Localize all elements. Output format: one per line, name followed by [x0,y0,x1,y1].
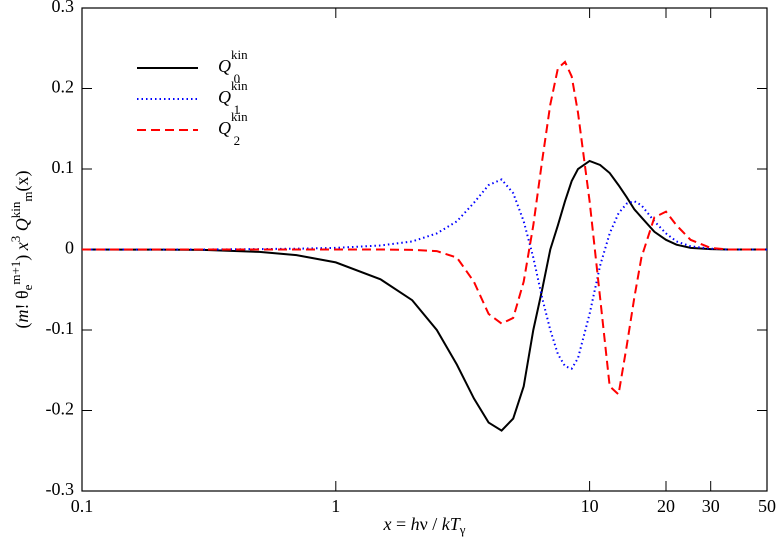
legend-label: Qkin 1 [218,78,248,117]
label-part: m [20,191,35,201]
y-tick-label: 0.1 [52,157,75,177]
label-part: h [411,514,420,534]
x-tick-label: 30 [702,496,720,516]
label-part: x [12,242,32,251]
x-tick-label: 10 [581,496,599,516]
label-part: m+1 [8,261,23,285]
label-part: kT [442,514,462,534]
legend-label: Qkin 0 [218,47,248,86]
label-part: (x) [12,170,33,191]
x-tick-label: 50 [758,496,776,516]
legend-label: Qkin 2 [218,109,248,148]
y-tick-label: -0.3 [46,479,75,499]
x-tick-label: 1 [331,496,340,516]
legend-sup: kin [231,109,248,124]
y-axis-label: (m! θem+1) x3 Qkinm(x) [8,170,35,328]
label-part: x [382,514,391,534]
label-part: m [12,310,32,323]
y-tick-label: -0.1 [46,318,75,338]
label-part: ν / [420,514,442,534]
legend-name: Q [218,56,231,76]
label-part: ) [12,250,33,261]
legend-sub: 2 [234,133,241,148]
legend-sup: kin [231,78,248,93]
x-tick-label: 0.1 [71,496,94,516]
legend-name: Q [218,87,231,107]
series-line [82,60,767,397]
legend-sub: 1 [234,102,241,117]
label-part: 3 [8,236,23,243]
y-tick-label: 0.2 [52,77,75,97]
label-part: e [20,284,35,290]
series-line [82,178,767,370]
x-tick-label: 20 [657,496,675,516]
label-part: = [391,514,410,534]
label-part: ! θ [12,290,32,309]
x-axis-label: x = hν / kTγ [382,514,465,536]
y-tick-label: 0.3 [52,0,75,16]
y-tick-label: 0 [65,238,74,258]
legend-sub: 0 [234,71,241,86]
label-part: Q [12,218,32,236]
label-part: ( [12,323,33,329]
legend-name: Q [218,118,231,138]
label-part: γ [459,522,466,537]
y-tick-label: -0.2 [46,399,75,419]
legend-sup: kin [231,47,248,62]
series-line [81,159,767,432]
label-part: kin [8,201,23,218]
